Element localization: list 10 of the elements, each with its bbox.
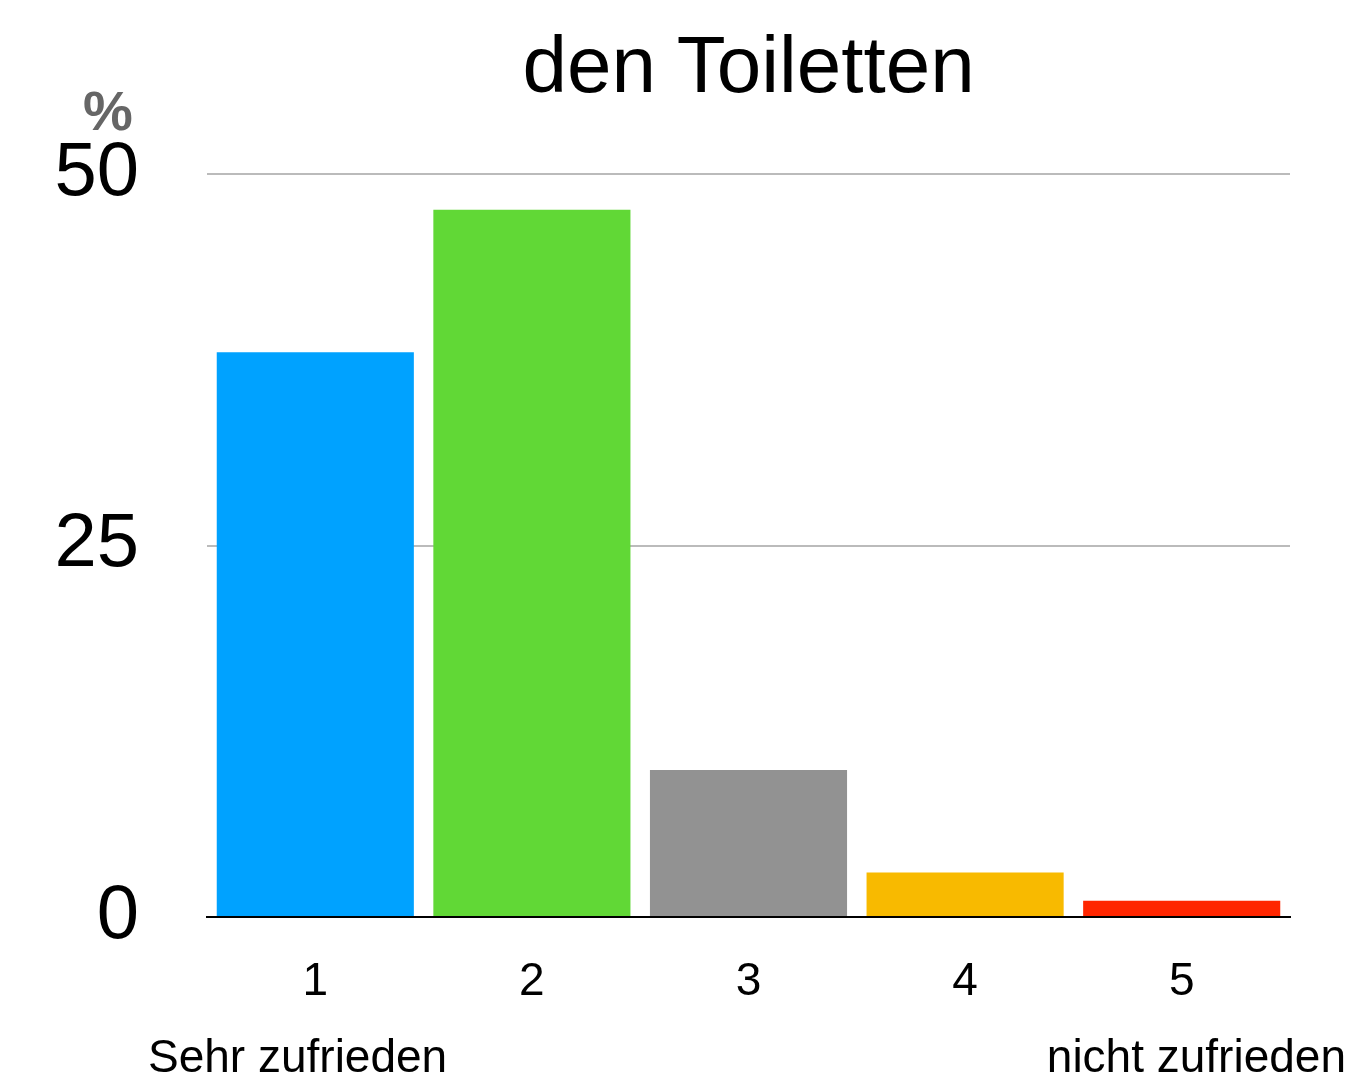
x-tick-label: 2 — [519, 953, 545, 1006]
x-tick-label: 1 — [302, 953, 329, 1006]
text: Sehr zufrieden — [148, 1030, 448, 1082]
y-tick-label: 0 — [96, 868, 139, 954]
x-tick-label: 5 — [1168, 953, 1195, 1006]
chart-title: den Toiletten — [522, 20, 975, 109]
x-tick-label: 3 — [735, 953, 762, 1006]
x-tick-label: 4 — [952, 953, 978, 1006]
text: nicht zufrieden — [1046, 1030, 1346, 1082]
y-tick-label: 25 — [54, 497, 139, 583]
